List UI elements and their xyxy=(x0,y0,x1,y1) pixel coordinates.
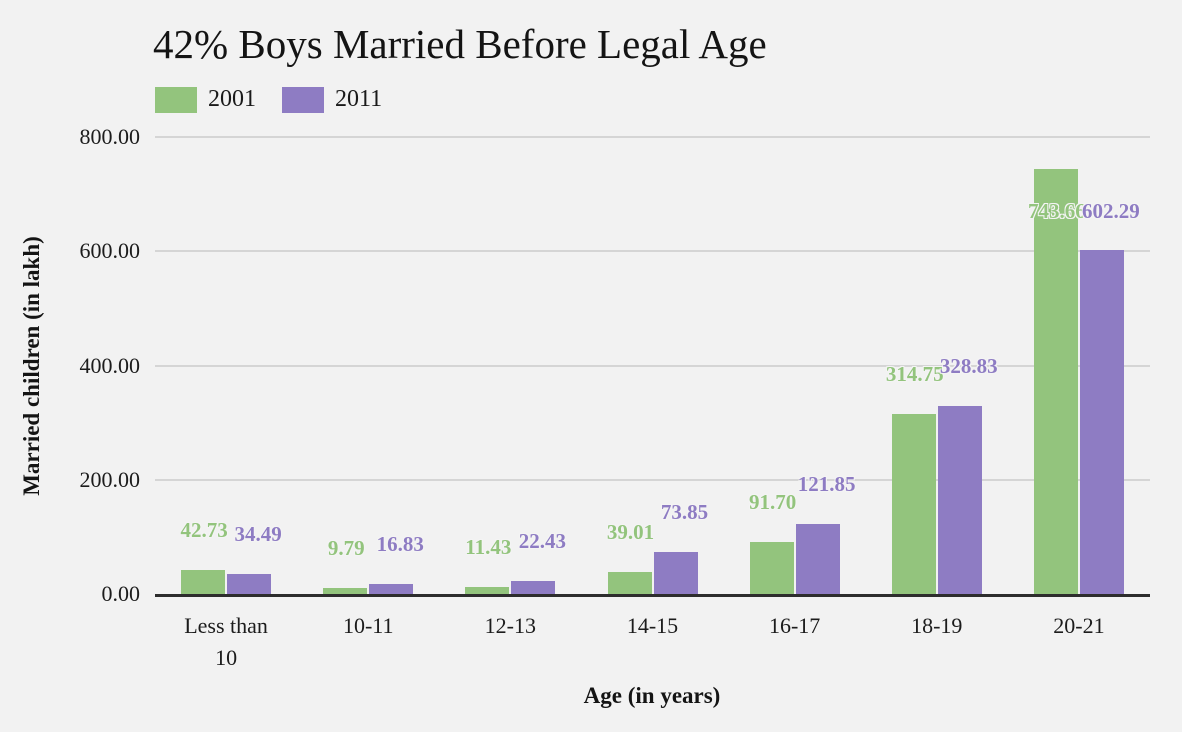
value-label-2001-3: 11.43 xyxy=(465,535,512,560)
y-tick-label: 200.00 xyxy=(79,466,141,492)
legend-item-2001: 2001 xyxy=(155,86,256,113)
bar-2001-2 xyxy=(323,588,368,594)
value-label-2001-5: 91.70 xyxy=(749,489,797,514)
value-label-2011-7: 602.29 xyxy=(1082,199,1140,223)
bar-2001-3 xyxy=(465,587,510,594)
bar-2001-1 xyxy=(181,569,226,594)
gridline-400 xyxy=(155,364,1150,367)
gridline-600 xyxy=(155,250,1150,253)
x-tick-label-3: 12-13 xyxy=(484,613,536,638)
value-label-2001-7: 743.66 xyxy=(1028,199,1086,223)
gridline-200 xyxy=(155,478,1150,481)
x-axis-title: Age (in years) xyxy=(583,683,721,708)
y-tick-label: 800.00 xyxy=(79,124,141,149)
value-label-2011-2: 16.83 xyxy=(376,532,424,557)
y-tick-label: 0.00 xyxy=(101,581,141,606)
x-tick-label-2: 10-11 xyxy=(342,613,394,638)
bar-2001-5 xyxy=(749,541,794,594)
value-label-2011-3: 22.43 xyxy=(518,529,566,554)
legend-label: 2001 xyxy=(208,86,256,112)
x-tick-label-5: 16-17 xyxy=(768,613,821,638)
value-label-2011-6: 328.83 xyxy=(939,354,998,379)
bar-2011-1 xyxy=(227,574,272,594)
legend-label: 2011 xyxy=(335,86,383,112)
x-tick-label-1: Less than 10 xyxy=(184,613,268,670)
y-tick-label: 400.00 xyxy=(79,352,141,378)
legend: 2001 2011 xyxy=(155,86,382,113)
bar-2001-7 xyxy=(1033,169,1078,594)
legend-item-2011: 2011 xyxy=(282,86,382,113)
bar-2011-5 xyxy=(795,524,840,594)
legend-swatch-2011 xyxy=(282,86,324,113)
bar-2011-2 xyxy=(369,584,414,594)
bar-2011-6 xyxy=(937,406,982,594)
gridline-800 xyxy=(155,136,1150,138)
chart-title: 42% Boys Married Before Legal Age xyxy=(153,21,767,67)
value-label-2001-1: 42.73 xyxy=(180,517,228,542)
value-label-2011-5: 121.85 xyxy=(797,472,856,497)
plot-area: 42.73 9.79 11.43 39.01 91.70 314.75 743.66 34.4… xyxy=(155,136,1150,597)
bar-2001-4 xyxy=(607,571,652,594)
value-label-2011-4: 73.85 xyxy=(660,499,709,524)
value-label-2001-4: 39.01 xyxy=(606,519,655,544)
value-label-2001-6: 314.75 xyxy=(885,362,944,387)
x-tick-label-4: 14-15 xyxy=(626,613,679,638)
bar-2001-6 xyxy=(891,414,936,594)
bar-2011-3 xyxy=(511,581,556,594)
y-tick-label: 600.00 xyxy=(79,238,141,264)
x-tick-label-6: 18-19 xyxy=(911,613,963,638)
legend-swatch-2001 xyxy=(155,86,197,113)
bar-2011-7 xyxy=(1079,249,1124,594)
value-label-2011-1: 34.49 xyxy=(234,522,282,547)
value-label-2001-2: 9.79 xyxy=(327,536,365,561)
x-tick-label-7: 20-21 xyxy=(1053,613,1105,638)
bar-2011-4 xyxy=(653,551,698,594)
